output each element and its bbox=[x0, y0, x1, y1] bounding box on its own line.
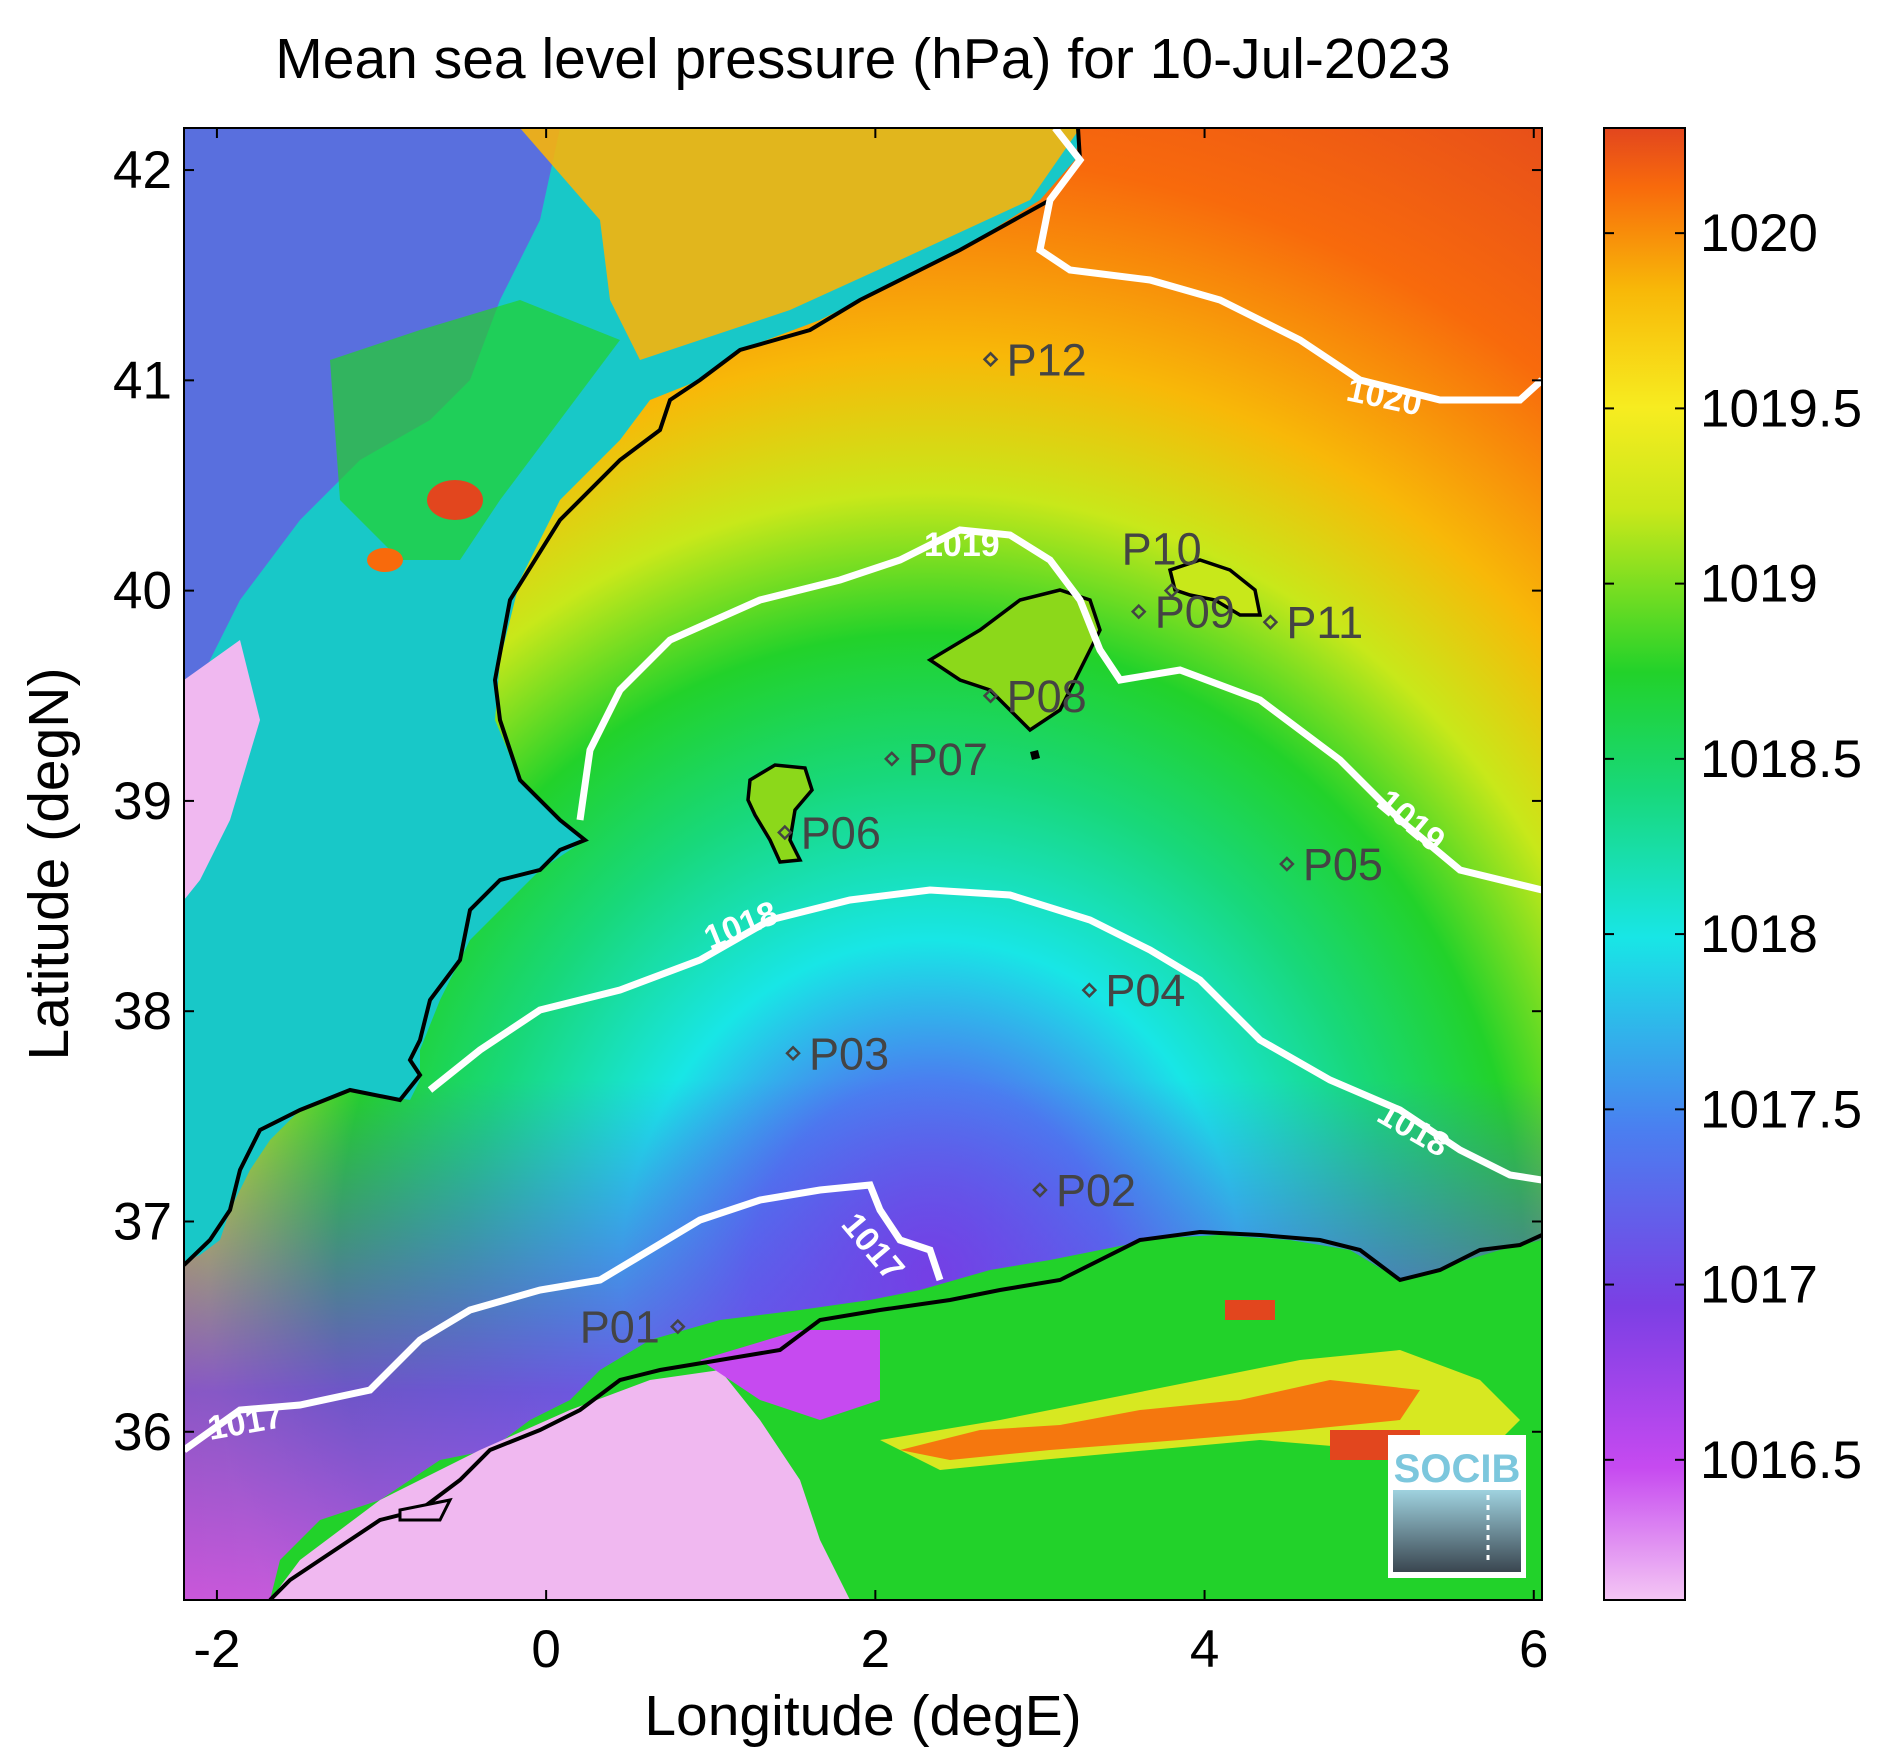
station-marker bbox=[670, 1318, 686, 1335]
x-axis: -2 0 2 4 6 bbox=[193, 128, 1549, 1679]
y-tick-label: 38 bbox=[113, 982, 172, 1041]
station-label: P05 bbox=[1303, 839, 1383, 890]
y-axis-label: Latitude (degN) bbox=[17, 668, 81, 1061]
iberia-southwest-low bbox=[184, 640, 260, 900]
x-tick-label: -2 bbox=[193, 1620, 240, 1679]
station-label: P03 bbox=[809, 1028, 889, 1079]
y-tick-label: 41 bbox=[113, 351, 172, 410]
station-label: P06 bbox=[801, 807, 881, 858]
station-label: P12 bbox=[1007, 334, 1087, 385]
colorbar bbox=[1603, 127, 1686, 1601]
station-label: P01 bbox=[580, 1302, 660, 1353]
logo-graphic bbox=[1393, 1490, 1521, 1572]
station-label: P09 bbox=[1155, 587, 1235, 638]
y-tick-label: 39 bbox=[113, 772, 172, 831]
contour-label-1019-north: 1019 bbox=[924, 526, 1000, 564]
station-label: P10 bbox=[1122, 524, 1202, 575]
pressure-field bbox=[184, 128, 1542, 1600]
ibiza-island bbox=[746, 763, 814, 864]
catalonia-high bbox=[520, 128, 1080, 360]
station-label: P04 bbox=[1105, 965, 1185, 1016]
x-tick-label: 6 bbox=[1519, 1620, 1548, 1679]
socib-logo: SOCIB bbox=[1388, 1435, 1526, 1578]
station-label: P11 bbox=[1286, 597, 1363, 648]
colorbar-tick-label: 1017 bbox=[1700, 1256, 1818, 1315]
station-marker bbox=[1163, 582, 1180, 599]
y-tick-label: 37 bbox=[113, 1192, 172, 1251]
x-tick-label: 2 bbox=[861, 1620, 890, 1679]
colorbar-tick-label: 1016.5 bbox=[1700, 1431, 1862, 1490]
map-title: Mean sea level pressure (hPa) for 10-Jul… bbox=[275, 27, 1450, 91]
station-marker bbox=[1279, 856, 1295, 872]
y-axis: 36 37 38 39 40 41 42 bbox=[113, 141, 1542, 1462]
africa-low-pocket bbox=[700, 1330, 880, 1420]
station-marker bbox=[1130, 603, 1147, 620]
colorbar-tick-label: 1018 bbox=[1700, 905, 1818, 964]
atlas-hotspots bbox=[900, 1380, 1420, 1460]
plot-frame bbox=[183, 127, 1543, 1601]
cabrera-island bbox=[1030, 750, 1040, 760]
x-axis-label: Longitude (degE) bbox=[644, 1684, 1081, 1748]
y-tick-label: 42 bbox=[113, 141, 172, 200]
station-marker bbox=[1262, 614, 1279, 630]
station-label: P07 bbox=[908, 734, 988, 785]
iberia-hotspot-1 bbox=[427, 480, 483, 520]
y-tick-label: 40 bbox=[113, 562, 172, 621]
iberian-coastline bbox=[184, 128, 1083, 1267]
station-label: P08 bbox=[1007, 671, 1087, 722]
atlas-hotspot-north bbox=[1225, 1300, 1275, 1320]
colorbar-tick-label: 1019.5 bbox=[1700, 379, 1862, 438]
iberia-hotspot-2 bbox=[367, 548, 403, 572]
isobar-1020 bbox=[1036, 128, 1542, 404]
station-points: P01 P02 P03 P04 P05 P06 P07 P08 P09 P10 P11 P12 bbox=[580, 334, 1383, 1352]
station-marker bbox=[777, 824, 793, 841]
colorbar-ticks: 1016.5 1017 1017.5 1018 1018.5 1019 1019.5 1020 bbox=[1604, 204, 1862, 1490]
colorbar-tick-label: 1018.5 bbox=[1700, 730, 1862, 789]
station-marker bbox=[982, 351, 999, 368]
menorca-island bbox=[1167, 558, 1263, 617]
station-marker bbox=[1081, 982, 1098, 998]
isobar-1017 bbox=[184, 1181, 944, 1453]
iberia-ridge bbox=[330, 300, 620, 560]
y-tick-label: 36 bbox=[113, 1403, 172, 1462]
small-coastal-island bbox=[398, 1497, 453, 1522]
isobar-1019 bbox=[576, 526, 1542, 894]
station-marker bbox=[1032, 1182, 1048, 1198]
x-tick-label: 4 bbox=[1190, 1620, 1219, 1679]
colorbar-tick-label: 1017.5 bbox=[1700, 1080, 1862, 1139]
colorbar-tick-label: 1020 bbox=[1700, 204, 1818, 263]
station-marker bbox=[785, 1045, 801, 1062]
x-tick-label: 0 bbox=[531, 1620, 560, 1679]
station-marker bbox=[884, 751, 900, 767]
colorbar-tick-label: 1019 bbox=[1700, 555, 1818, 614]
logo-text: SOCIB bbox=[1394, 1447, 1521, 1491]
station-marker bbox=[982, 688, 999, 704]
station-label: P02 bbox=[1056, 1165, 1136, 1216]
isobar-1018 bbox=[427, 886, 1542, 1184]
africa-west-low bbox=[270, 1370, 850, 1600]
